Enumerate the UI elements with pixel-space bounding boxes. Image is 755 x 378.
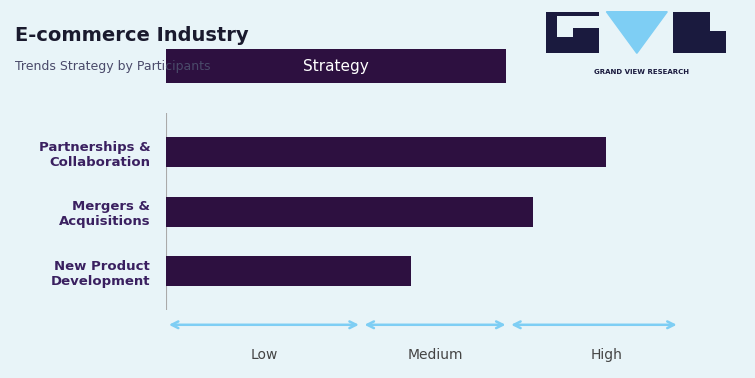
Bar	[673, 12, 726, 53]
Bar	[573, 28, 599, 37]
Bar	[166, 137, 606, 167]
Bar	[546, 12, 599, 53]
Bar	[557, 16, 599, 37]
Polygon shape	[606, 12, 667, 53]
Text: High: High	[590, 348, 622, 362]
Bar	[166, 256, 411, 286]
Bar	[685, 12, 710, 31]
Text: Low: Low	[250, 348, 278, 362]
Bar	[166, 197, 533, 226]
Text: Medium: Medium	[407, 348, 463, 362]
Text: E-commerce Industry: E-commerce Industry	[15, 26, 248, 45]
Text: GRAND VIEW RESEARCH: GRAND VIEW RESEARCH	[594, 70, 689, 76]
Bar	[698, 31, 714, 53]
Text: Strategy: Strategy	[303, 59, 369, 74]
Text: Trends Strategy by Participants: Trends Strategy by Participants	[15, 60, 211, 73]
Bar	[685, 12, 726, 31]
